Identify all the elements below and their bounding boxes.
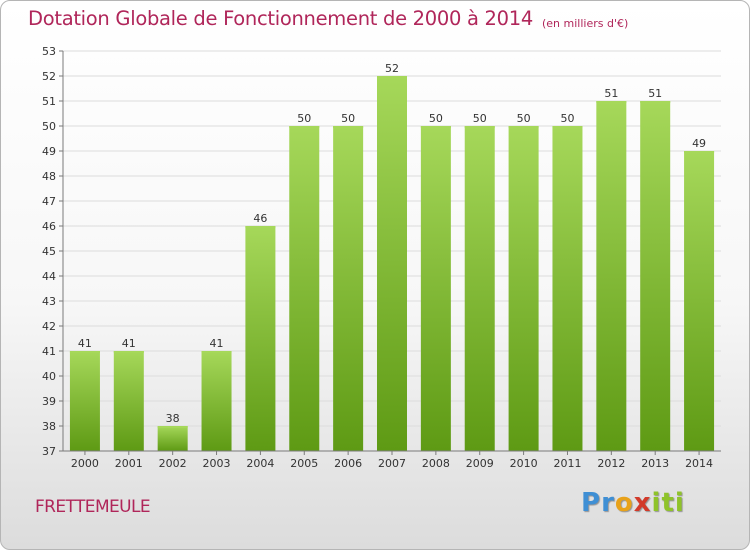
commune-name: FRETTEMEULE bbox=[35, 497, 151, 517]
bar bbox=[508, 126, 539, 451]
y-tick-label: 45 bbox=[42, 245, 56, 258]
data-label: 51 bbox=[648, 87, 662, 100]
labels: 37 38 39 40 41 42 43 44 45 46 47 48 49 50 51 52 53 41 2000… bbox=[42, 45, 713, 470]
y-tick-label: 46 bbox=[42, 220, 56, 233]
y-tick-label: 52 bbox=[42, 70, 56, 83]
y-tick-label: 47 bbox=[42, 195, 56, 208]
bar-highlight bbox=[245, 226, 276, 228]
bar bbox=[333, 126, 364, 451]
data-label: 51 bbox=[604, 87, 618, 100]
bar-highlight bbox=[289, 126, 320, 128]
proxiti-logo[interactable]: Proxiti bbox=[581, 488, 685, 518]
y-tick-label: 51 bbox=[42, 95, 56, 108]
bar bbox=[552, 126, 583, 451]
bar-highlight bbox=[596, 101, 627, 103]
data-label: 50 bbox=[560, 112, 574, 125]
x-tick-label: 2014 bbox=[685, 457, 713, 470]
bar-highlight bbox=[420, 126, 451, 128]
logo-letter: i bbox=[674, 488, 685, 518]
data-label: 41 bbox=[122, 337, 136, 350]
y-tick-label: 38 bbox=[42, 420, 56, 433]
data-label: 49 bbox=[692, 137, 706, 150]
bar-highlight bbox=[333, 126, 364, 128]
y-tick-label: 50 bbox=[42, 120, 56, 133]
data-label: 50 bbox=[429, 112, 443, 125]
bar-highlight bbox=[69, 351, 100, 353]
bars bbox=[69, 76, 715, 451]
bar bbox=[640, 101, 671, 451]
logo-letter: o bbox=[614, 488, 634, 518]
bar bbox=[420, 126, 451, 451]
logo-letter: x bbox=[633, 488, 652, 518]
x-tick-label: 2013 bbox=[641, 457, 669, 470]
bar-highlight bbox=[113, 351, 144, 353]
x-tick-label: 2004 bbox=[246, 457, 274, 470]
bar bbox=[289, 126, 320, 451]
y-tick-label: 44 bbox=[42, 270, 56, 283]
bar-highlight bbox=[377, 76, 407, 78]
logo-letter: i bbox=[651, 488, 662, 518]
bar-highlight bbox=[640, 101, 671, 103]
data-label: 50 bbox=[297, 112, 311, 125]
bar bbox=[69, 351, 100, 451]
data-label: 41 bbox=[210, 337, 224, 350]
y-tick-label: 48 bbox=[42, 170, 56, 183]
bar bbox=[464, 126, 495, 451]
logo-letter: r bbox=[601, 488, 615, 518]
data-label: 38 bbox=[166, 412, 180, 425]
data-label: 50 bbox=[341, 112, 355, 125]
x-tick-label: 2000 bbox=[71, 457, 99, 470]
y-tick-label: 40 bbox=[42, 370, 56, 383]
y-tick-label: 43 bbox=[42, 295, 56, 308]
x-tick-label: 2008 bbox=[422, 457, 450, 470]
x-tick-label: 2012 bbox=[597, 457, 625, 470]
bar-highlight bbox=[684, 151, 715, 153]
x-tick-label: 2011 bbox=[553, 457, 581, 470]
bar bbox=[113, 351, 144, 451]
y-tick-label: 39 bbox=[42, 395, 56, 408]
data-label: 52 bbox=[385, 62, 399, 75]
data-label: 41 bbox=[78, 337, 92, 350]
bar bbox=[684, 151, 715, 451]
data-label: 50 bbox=[473, 112, 487, 125]
data-label: 50 bbox=[517, 112, 531, 125]
logo-letter: t bbox=[661, 488, 675, 518]
x-tick-label: 2003 bbox=[203, 457, 231, 470]
axes bbox=[59, 50, 721, 455]
x-tick-label: 2006 bbox=[334, 457, 362, 470]
chart-title: Dotation Globale de Fonctionnement de 20… bbox=[28, 7, 533, 30]
bar bbox=[157, 426, 188, 451]
bar-highlight bbox=[552, 126, 583, 128]
y-tick-label: 37 bbox=[42, 445, 56, 458]
bar bbox=[596, 101, 627, 451]
y-tick-label: 53 bbox=[42, 45, 56, 58]
bar bbox=[377, 76, 407, 451]
y-tick-label: 42 bbox=[42, 320, 56, 333]
logo-letter: P bbox=[581, 488, 602, 518]
data-label: 46 bbox=[253, 212, 267, 225]
bar-highlight bbox=[464, 126, 495, 128]
x-tick-label: 2005 bbox=[290, 457, 318, 470]
bar-highlight bbox=[157, 426, 188, 428]
x-tick-label: 2007 bbox=[378, 457, 406, 470]
x-tick-label: 2001 bbox=[115, 457, 143, 470]
bar bbox=[245, 226, 276, 451]
y-tick-label: 49 bbox=[42, 145, 56, 158]
bar bbox=[201, 351, 232, 451]
chart-subtitle: (en milliers d'€) bbox=[542, 17, 629, 30]
x-tick-label: 2002 bbox=[159, 457, 187, 470]
x-tick-label: 2010 bbox=[510, 457, 538, 470]
y-tick-label: 41 bbox=[42, 345, 56, 358]
x-tick-label: 2009 bbox=[466, 457, 494, 470]
bar-highlight bbox=[201, 351, 232, 353]
bar-highlight bbox=[508, 126, 539, 128]
